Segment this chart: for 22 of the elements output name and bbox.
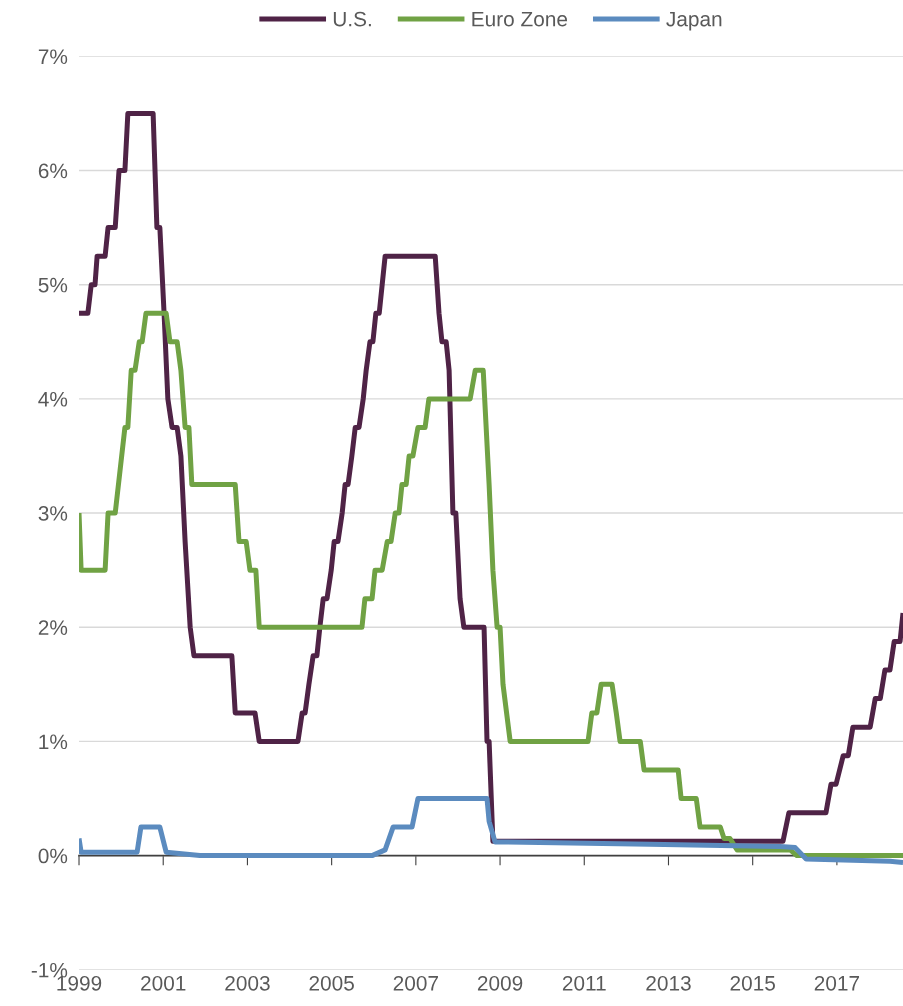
x-tick-label: 2003 xyxy=(225,975,270,991)
x-tick-label: 2015 xyxy=(730,975,775,991)
x-tick-label: 2007 xyxy=(393,975,438,991)
x-tick-label: 2005 xyxy=(309,975,354,991)
x-tick-label: 1999 xyxy=(57,975,102,991)
x-tick-label: 2009 xyxy=(477,975,523,991)
y-tick-label: 5% xyxy=(38,277,68,293)
y-tick-label: 1% xyxy=(39,734,68,750)
x-tick-label: 2013 xyxy=(646,975,691,991)
x-tick-label: 2017 xyxy=(814,975,860,991)
legend-label: U.S. xyxy=(333,11,371,27)
x-tick-label: 2001 xyxy=(141,975,186,991)
y-tick-label: 3% xyxy=(38,506,68,521)
x-tick-label: 2011 xyxy=(562,975,606,991)
y-tick-label: 7% xyxy=(38,49,68,65)
y-tick-label: -1% xyxy=(31,962,68,978)
y-tick-label: 6% xyxy=(38,163,68,179)
y-tick-label: 0% xyxy=(38,848,68,864)
y-tick-label: 4% xyxy=(38,391,68,407)
legend-label: Euro Zone xyxy=(472,11,568,27)
y-tick-label: 2% xyxy=(38,620,68,635)
legend-label: Japan xyxy=(666,11,722,31)
